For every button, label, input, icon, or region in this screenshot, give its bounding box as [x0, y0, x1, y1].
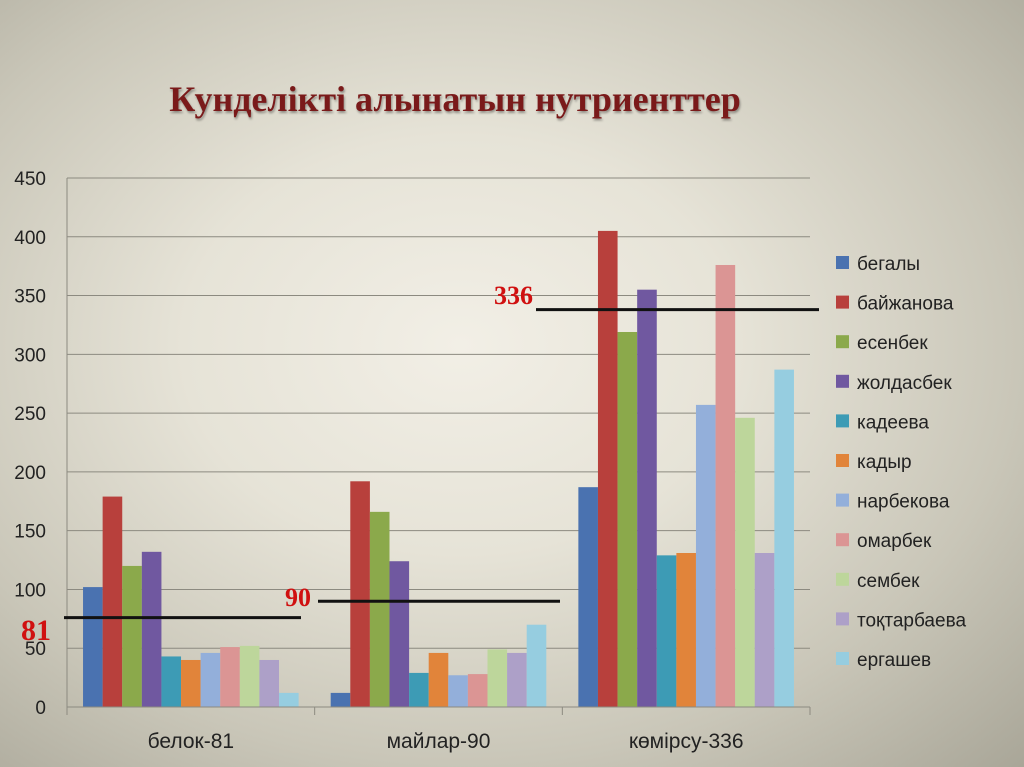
x-tick-label: майлар-90 — [387, 730, 491, 753]
bar — [330, 692, 351, 707]
bar — [735, 417, 755, 707]
reference-label: 336 — [494, 281, 533, 310]
bar — [350, 481, 370, 707]
y-tick-label: 350 — [14, 287, 46, 308]
bar — [578, 487, 598, 707]
bar — [754, 553, 775, 707]
bars — [83, 230, 794, 707]
legend-swatch — [836, 652, 849, 665]
bar — [141, 551, 162, 707]
bar — [83, 587, 103, 707]
bar — [487, 649, 508, 707]
y-tick-label: 100 — [14, 580, 46, 601]
y-axis: 0 50 100 150 200 250 300 350 400 450 — [14, 169, 68, 719]
bar — [389, 561, 410, 707]
legend-label: нарбекова — [857, 492, 950, 513]
bar — [409, 672, 429, 707]
legend-swatch — [836, 374, 849, 388]
bar — [656, 555, 677, 707]
reference-label: 81 — [21, 614, 51, 647]
bar — [774, 369, 794, 707]
legend-swatch — [836, 256, 849, 269]
y-tick-label: 150 — [14, 522, 46, 543]
bar — [617, 331, 638, 707]
bar — [428, 652, 449, 707]
y-tick-label: 250 — [14, 404, 46, 425]
bar — [161, 656, 182, 707]
bar — [369, 511, 390, 707]
bar — [122, 565, 142, 707]
legend-label: кадыр — [857, 452, 912, 473]
bar — [637, 289, 657, 707]
bar — [239, 645, 260, 707]
legend-swatch — [836, 295, 849, 309]
gridlines — [67, 177, 810, 708]
x-tick-label: көмірсу-336 — [629, 730, 744, 753]
bar — [597, 230, 618, 707]
bar — [526, 624, 547, 707]
legend-label: ергашев — [857, 650, 931, 671]
bar — [200, 652, 221, 707]
y-tick-label: 400 — [14, 228, 46, 249]
bar — [220, 647, 240, 707]
bar — [279, 692, 299, 707]
legend-swatch — [836, 454, 849, 467]
chart-title: Кунделікті алынатын нутриенттер — [169, 79, 741, 119]
reference-label: 90 — [285, 583, 311, 612]
x-axis: белок-81 майлар-90 көмірсу-336 — [66, 706, 811, 753]
reference-lines: 81 90 336 — [21, 281, 819, 647]
y-tick-label: 50 — [25, 639, 46, 660]
legend-label: байжанова — [857, 294, 954, 315]
legend-swatch — [836, 414, 849, 428]
bar — [676, 553, 696, 707]
x-tick-label: белок-81 — [148, 730, 234, 753]
bar — [102, 496, 123, 707]
legend-swatch — [836, 612, 849, 626]
bar — [715, 264, 736, 707]
legend-label: жолдасбек — [857, 373, 952, 394]
y-tick-label: 450 — [14, 169, 46, 190]
y-tick-label: 0 — [35, 698, 46, 719]
bar — [695, 404, 716, 707]
legend: бегалы байжанова есенбек жолдасбек кадеева ка… — [836, 254, 966, 671]
legend-label: бегалы — [857, 254, 920, 275]
bar — [467, 674, 488, 707]
bar — [181, 659, 201, 707]
bar — [448, 675, 468, 707]
legend-label: есенбек — [857, 333, 928, 354]
bar — [259, 659, 280, 707]
legend-swatch — [836, 533, 849, 547]
legend-label: сембек — [857, 571, 920, 592]
y-tick-label: 200 — [14, 463, 46, 484]
y-tick-label: 300 — [14, 345, 46, 366]
legend-swatch — [836, 572, 849, 586]
legend-label: тоқтарбаева — [857, 610, 966, 631]
legend-swatch — [836, 335, 849, 349]
legend-label: кадеева — [857, 412, 929, 433]
bar — [507, 652, 527, 707]
legend-swatch — [836, 493, 849, 507]
legend-label: омарбек — [857, 531, 932, 552]
